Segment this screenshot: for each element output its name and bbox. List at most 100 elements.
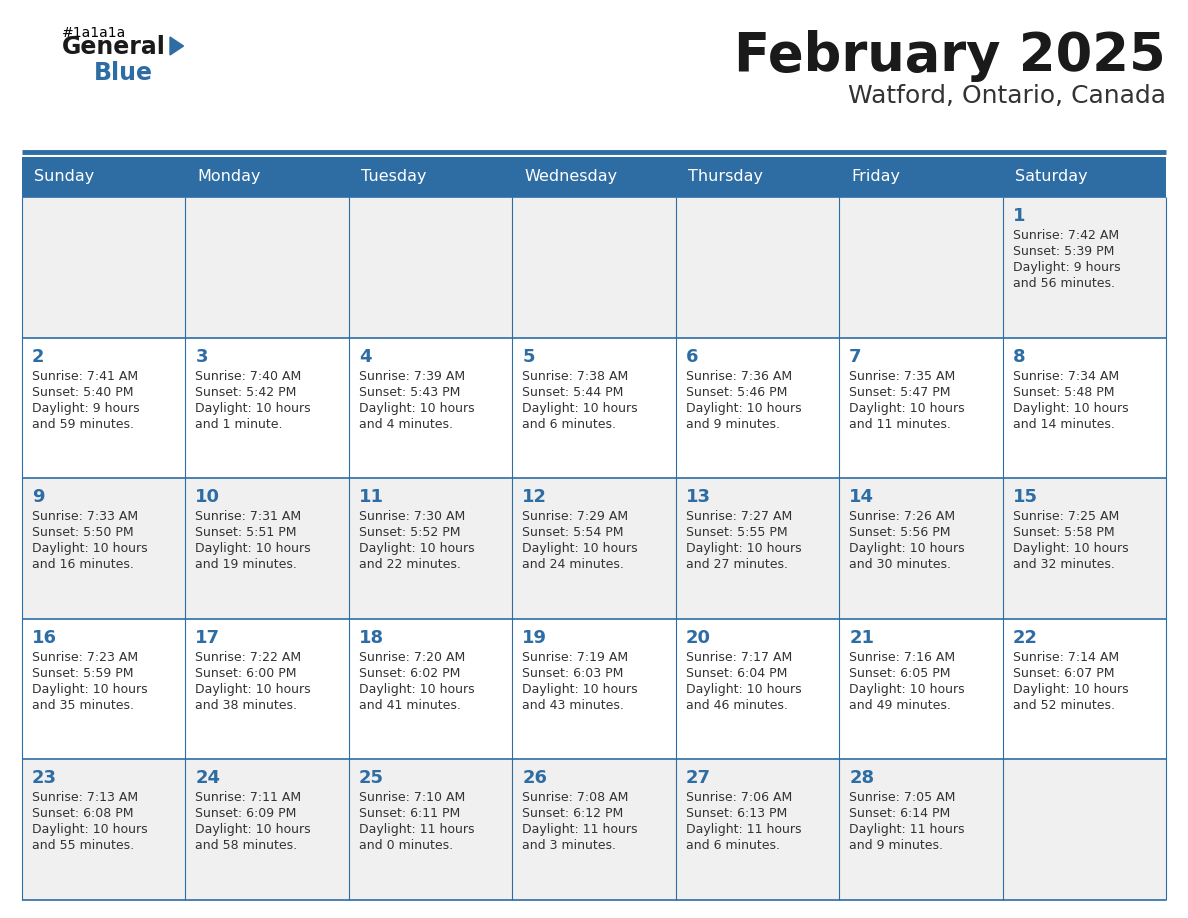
Text: Tuesday: Tuesday <box>361 170 426 185</box>
Text: Sunrise: 7:08 AM: Sunrise: 7:08 AM <box>523 791 628 804</box>
Text: Daylight: 11 hours: Daylight: 11 hours <box>685 823 801 836</box>
Text: Monday: Monday <box>197 170 261 185</box>
Text: 9: 9 <box>32 488 44 506</box>
Text: Sunset: 6:02 PM: Sunset: 6:02 PM <box>359 666 460 680</box>
Text: Sunrise: 7:20 AM: Sunrise: 7:20 AM <box>359 651 466 664</box>
Text: 25: 25 <box>359 769 384 788</box>
Bar <box>23 478 1165 619</box>
Text: Sunrise: 7:35 AM: Sunrise: 7:35 AM <box>849 370 955 383</box>
Text: and 24 minutes.: and 24 minutes. <box>523 558 624 571</box>
Text: and 19 minutes.: and 19 minutes. <box>196 558 297 571</box>
Text: Sunrise: 7:06 AM: Sunrise: 7:06 AM <box>685 791 792 804</box>
Text: Blue: Blue <box>94 61 153 85</box>
Text: 10: 10 <box>196 488 221 506</box>
Text: Sunset: 6:11 PM: Sunset: 6:11 PM <box>359 808 460 821</box>
Text: Sunrise: 7:27 AM: Sunrise: 7:27 AM <box>685 510 792 523</box>
Text: Daylight: 10 hours: Daylight: 10 hours <box>32 543 147 555</box>
Text: Daylight: 10 hours: Daylight: 10 hours <box>685 401 802 415</box>
Text: Sunset: 6:05 PM: Sunset: 6:05 PM <box>849 666 950 680</box>
Text: Daylight: 10 hours: Daylight: 10 hours <box>523 683 638 696</box>
Text: 18: 18 <box>359 629 384 647</box>
Text: Sunrise: 7:38 AM: Sunrise: 7:38 AM <box>523 370 628 383</box>
Text: Wednesday: Wednesday <box>524 170 618 185</box>
Text: Sunrise: 7:05 AM: Sunrise: 7:05 AM <box>849 791 955 804</box>
Text: Sunrise: 7:26 AM: Sunrise: 7:26 AM <box>849 510 955 523</box>
Text: Daylight: 10 hours: Daylight: 10 hours <box>196 543 311 555</box>
Text: and 11 minutes.: and 11 minutes. <box>849 418 952 431</box>
Text: Daylight: 10 hours: Daylight: 10 hours <box>1012 401 1129 415</box>
Text: Sunrise: 7:33 AM: Sunrise: 7:33 AM <box>32 510 138 523</box>
Text: Sunset: 5:58 PM: Sunset: 5:58 PM <box>1012 526 1114 539</box>
Text: Sunset: 5:40 PM: Sunset: 5:40 PM <box>32 386 133 398</box>
Text: Sunset: 5:46 PM: Sunset: 5:46 PM <box>685 386 788 398</box>
Text: and 27 minutes.: and 27 minutes. <box>685 558 788 571</box>
Text: Daylight: 10 hours: Daylight: 10 hours <box>196 401 311 415</box>
Text: 26: 26 <box>523 769 548 788</box>
Text: and 46 minutes.: and 46 minutes. <box>685 699 788 711</box>
Text: and 38 minutes.: and 38 minutes. <box>196 699 297 711</box>
Text: February 2025: February 2025 <box>734 30 1165 82</box>
Text: Sunrise: 7:23 AM: Sunrise: 7:23 AM <box>32 651 138 664</box>
Text: Daylight: 11 hours: Daylight: 11 hours <box>523 823 638 836</box>
Text: 14: 14 <box>849 488 874 506</box>
Text: Sunrise: 7:13 AM: Sunrise: 7:13 AM <box>32 791 138 804</box>
Text: Saturday: Saturday <box>1015 170 1087 185</box>
Text: Sunset: 5:51 PM: Sunset: 5:51 PM <box>196 526 297 539</box>
Text: Sunset: 5:50 PM: Sunset: 5:50 PM <box>32 526 133 539</box>
Text: Sunrise: 7:22 AM: Sunrise: 7:22 AM <box>196 651 302 664</box>
Text: Sunset: 6:12 PM: Sunset: 6:12 PM <box>523 808 624 821</box>
Text: Sunrise: 7:34 AM: Sunrise: 7:34 AM <box>1012 370 1119 383</box>
Text: and 4 minutes.: and 4 minutes. <box>359 418 453 431</box>
Text: Sunset: 5:39 PM: Sunset: 5:39 PM <box>1012 245 1114 258</box>
Text: and 0 minutes.: and 0 minutes. <box>359 839 453 853</box>
Text: and 32 minutes.: and 32 minutes. <box>1012 558 1114 571</box>
Text: Sunrise: 7:30 AM: Sunrise: 7:30 AM <box>359 510 466 523</box>
Text: Daylight: 10 hours: Daylight: 10 hours <box>523 543 638 555</box>
Text: 4: 4 <box>359 348 372 365</box>
Text: and 3 minutes.: and 3 minutes. <box>523 839 617 853</box>
Text: Sunrise: 7:29 AM: Sunrise: 7:29 AM <box>523 510 628 523</box>
Text: 3: 3 <box>196 348 208 365</box>
Text: Sunrise: 7:36 AM: Sunrise: 7:36 AM <box>685 370 792 383</box>
Text: Sunset: 5:52 PM: Sunset: 5:52 PM <box>359 526 461 539</box>
Text: and 6 minutes.: and 6 minutes. <box>685 839 779 853</box>
Text: Daylight: 10 hours: Daylight: 10 hours <box>685 683 802 696</box>
Text: and 41 minutes.: and 41 minutes. <box>359 699 461 711</box>
Text: #1a1a1a: #1a1a1a <box>62 26 126 40</box>
Text: Daylight: 10 hours: Daylight: 10 hours <box>1012 543 1129 555</box>
Text: Sunset: 6:14 PM: Sunset: 6:14 PM <box>849 808 950 821</box>
Text: Sunrise: 7:11 AM: Sunrise: 7:11 AM <box>196 791 302 804</box>
Text: 23: 23 <box>32 769 57 788</box>
Text: 21: 21 <box>849 629 874 647</box>
Text: Daylight: 10 hours: Daylight: 10 hours <box>849 543 965 555</box>
Text: Sunrise: 7:10 AM: Sunrise: 7:10 AM <box>359 791 466 804</box>
Text: Sunset: 5:47 PM: Sunset: 5:47 PM <box>849 386 950 398</box>
Text: and 58 minutes.: and 58 minutes. <box>196 839 297 853</box>
Text: Sunset: 5:42 PM: Sunset: 5:42 PM <box>196 386 297 398</box>
Text: and 30 minutes.: and 30 minutes. <box>849 558 952 571</box>
Text: and 35 minutes.: and 35 minutes. <box>32 699 134 711</box>
Text: Sunset: 5:48 PM: Sunset: 5:48 PM <box>1012 386 1114 398</box>
Text: 7: 7 <box>849 348 861 365</box>
Text: Sunrise: 7:25 AM: Sunrise: 7:25 AM <box>1012 510 1119 523</box>
Text: Sunrise: 7:39 AM: Sunrise: 7:39 AM <box>359 370 465 383</box>
Text: Sunrise: 7:16 AM: Sunrise: 7:16 AM <box>849 651 955 664</box>
Text: Daylight: 10 hours: Daylight: 10 hours <box>32 683 147 696</box>
Text: Sunrise: 7:31 AM: Sunrise: 7:31 AM <box>196 510 302 523</box>
Text: 17: 17 <box>196 629 221 647</box>
Polygon shape <box>170 37 183 55</box>
Text: and 43 minutes.: and 43 minutes. <box>523 699 624 711</box>
Text: Sunset: 6:13 PM: Sunset: 6:13 PM <box>685 808 786 821</box>
Text: Sunrise: 7:19 AM: Sunrise: 7:19 AM <box>523 651 628 664</box>
Bar <box>23 759 1165 900</box>
Text: Daylight: 10 hours: Daylight: 10 hours <box>685 543 802 555</box>
Text: and 22 minutes.: and 22 minutes. <box>359 558 461 571</box>
Text: 11: 11 <box>359 488 384 506</box>
Bar <box>23 619 1165 759</box>
Text: Daylight: 9 hours: Daylight: 9 hours <box>1012 261 1120 274</box>
Text: 28: 28 <box>849 769 874 788</box>
Text: Daylight: 10 hours: Daylight: 10 hours <box>849 683 965 696</box>
Text: Sunrise: 7:40 AM: Sunrise: 7:40 AM <box>196 370 302 383</box>
Bar <box>23 338 1165 478</box>
Text: 16: 16 <box>32 629 57 647</box>
